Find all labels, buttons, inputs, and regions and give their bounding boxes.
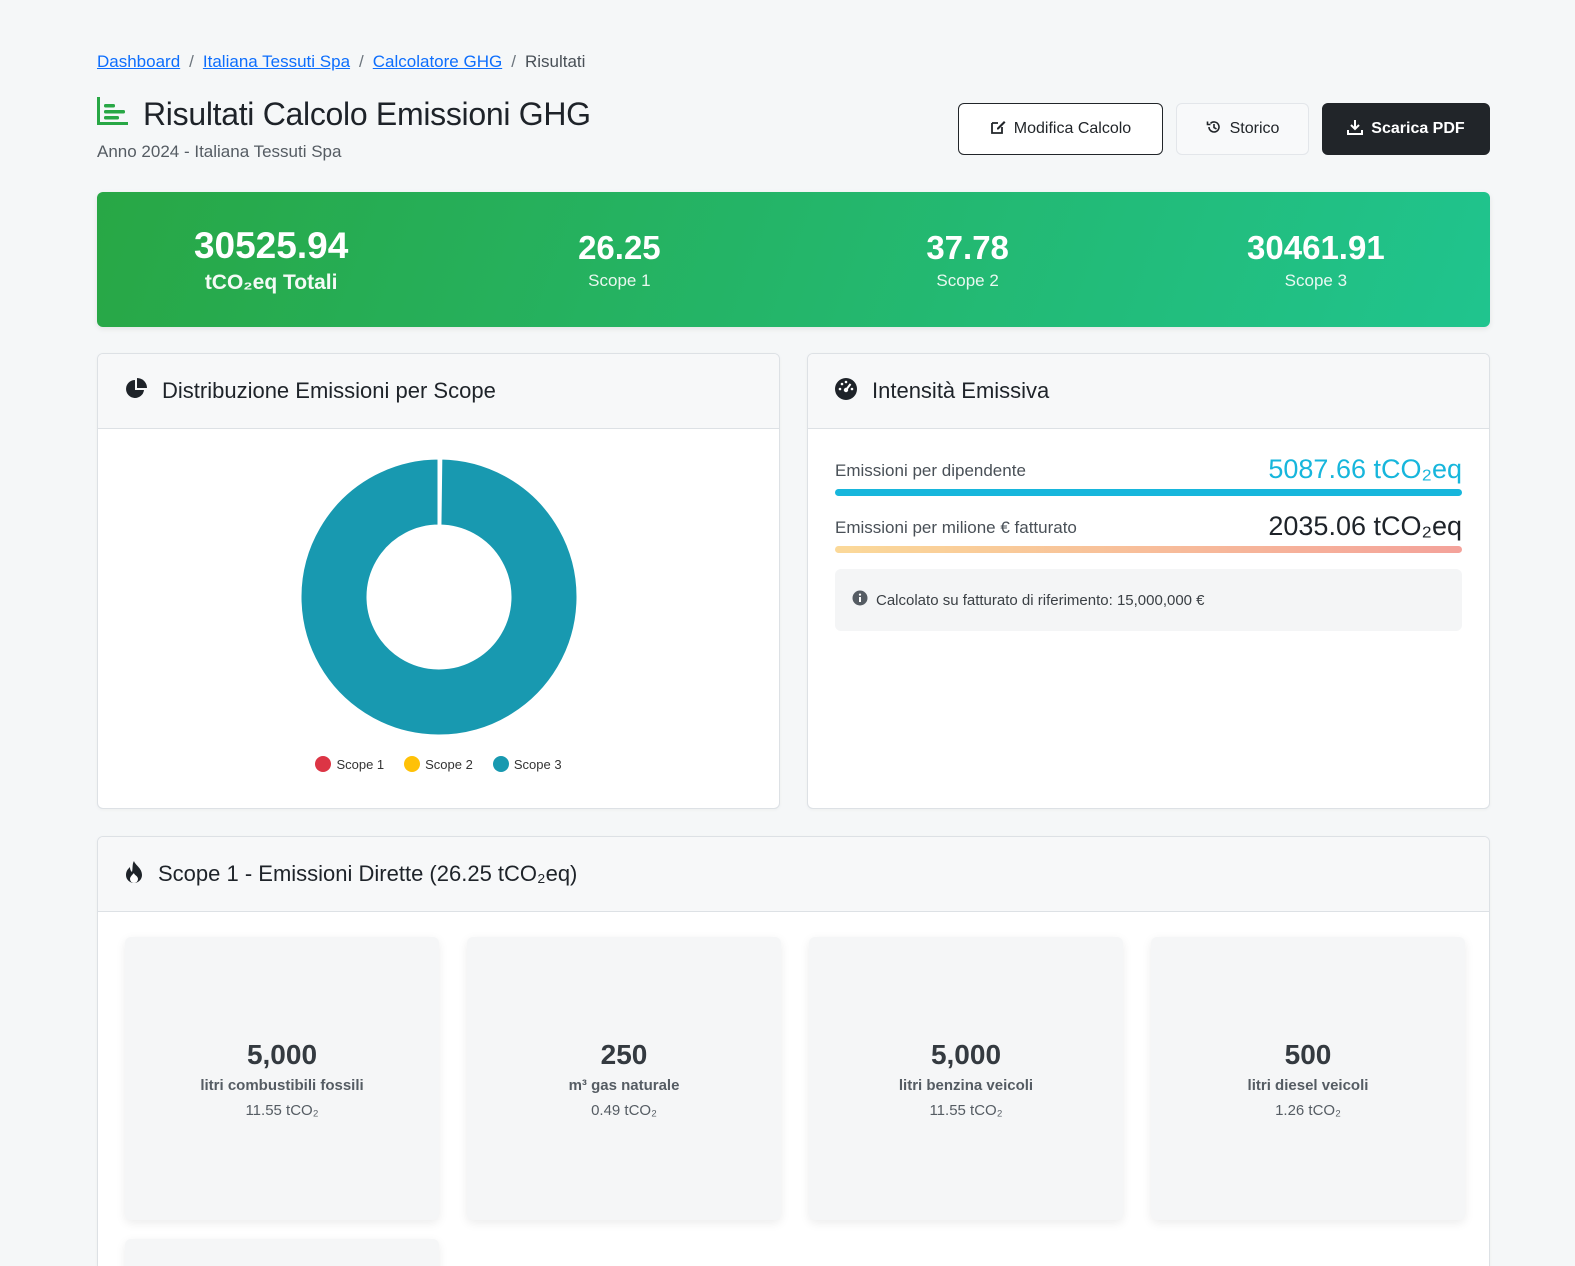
scope3-stat: 30461.91 Scope 3: [1142, 192, 1490, 327]
scope2-label: Scope 2: [936, 270, 999, 290]
scope1-item-quantity: 5,000: [246, 1038, 318, 1070]
breadcrumb-current: Risultati: [524, 52, 586, 71]
scope1-item: 250 m³ gas naturale 0.49 tCO₂: [467, 937, 781, 1220]
total-emissions-value: 30525.94: [193, 224, 349, 266]
scope1-item: 500 litri diesel veicoli 1.26 tCO₂: [1151, 937, 1465, 1220]
per-revenue-bar: [835, 546, 1462, 553]
info-icon: [852, 590, 868, 610]
breadcrumb-link-company[interactable]: Italiana Tessuti Spa: [202, 52, 351, 71]
legend-label: Scope 2: [425, 756, 473, 772]
pie-chart-icon: [124, 377, 148, 406]
scope1-label: Scope 1: [588, 270, 651, 290]
action-toolbar: Modifica Calcolo Storico Scarica PDF: [958, 103, 1490, 155]
download-pdf-button[interactable]: Scarica PDF: [1322, 103, 1490, 155]
breadcrumb-separator: /: [511, 52, 516, 71]
legend-label: Scope 1: [336, 756, 385, 772]
scope1-items-grid: 5,000 litri combustibili fossili 11.55 t…: [125, 937, 1465, 1220]
scope2-value: 37.78: [926, 228, 1009, 266]
scope1-item-unit: litri diesel veicoli: [1247, 1076, 1369, 1094]
legend-label: Scope 3: [513, 756, 562, 772]
distribution-card-header: Distribuzione Emissioni per Scope: [98, 354, 779, 429]
intensity-card-title: Intensità Emissiva: [872, 378, 1050, 403]
download-icon: [1347, 119, 1364, 140]
edit-icon: [990, 119, 1006, 140]
history-button[interactable]: Storico: [1176, 103, 1309, 155]
breadcrumb-separator: /: [189, 52, 194, 71]
scope1-item-emissions: 1.26 tCO₂: [1275, 1101, 1341, 1119]
edit-calculation-label: Modifica Calcolo: [1013, 120, 1132, 137]
revenue-info-box: Calcolato su fatturato di riferimento: 1…: [835, 569, 1462, 631]
donut-chart: [298, 456, 580, 738]
scope1-item-emissions: 11.55 tCO₂: [929, 1101, 1003, 1119]
scope3-label: Scope 3: [1284, 270, 1348, 290]
intensity-per-revenue: Emissioni per milione € fatturato 2035.0…: [835, 511, 1462, 553]
intensity-card: Intensità Emissiva Emissioni per dipende…: [807, 353, 1490, 809]
chart-legend: Scope 1 Scope 2 Scope 3: [98, 756, 779, 772]
per-revenue-label: Emissioni per milione € fatturato: [835, 518, 1077, 537]
intensity-card-header: Intensità Emissiva: [808, 354, 1489, 429]
scope1-item-emissions: 11.55 tCO₂: [245, 1101, 319, 1119]
download-pdf-label: Scarica PDF: [1371, 120, 1465, 137]
legend-swatch: [315, 756, 332, 772]
scope1-item-unit: litri combustibili fossili: [200, 1076, 364, 1094]
scope1-item: 5,000 litri benzina veicoli 11.55 tCO₂: [809, 937, 1123, 1220]
scope1-details-card: Scope 1 - Emissioni Dirette (26.25 tCO₂e…: [97, 836, 1490, 1266]
page-subtitle: Anno 2024 - Italiana Tessuti Spa: [97, 142, 342, 161]
per-employee-value: 5087.66 tCO₂eq: [1268, 454, 1462, 484]
legend-item-scope-3[interactable]: Scope 3: [492, 756, 562, 772]
breadcrumb-separator: /: [359, 52, 364, 71]
scope1-item-unit: m³ gas naturale: [568, 1076, 680, 1094]
donut-slice-scope-3[interactable]: [298, 456, 580, 738]
scope1-item-quantity: 250: [600, 1038, 648, 1070]
intensity-per-employee: Emissioni per dipendente 5087.66 tCO₂eq: [835, 454, 1462, 496]
flame-icon: [124, 860, 144, 889]
breadcrumb-link-calculator[interactable]: Calcolatore GHG: [372, 52, 503, 71]
scope1-item: 5,000 litri combustibili fossili 11.55 t…: [125, 937, 439, 1220]
breadcrumb-link-dashboard[interactable]: Dashboard: [97, 52, 181, 71]
scope2-stat: 37.78 Scope 2: [794, 192, 1142, 327]
history-label: Storico: [1229, 120, 1280, 137]
breadcrumb: Dashboard / Italiana Tessuti Spa / Calco…: [97, 52, 585, 72]
legend-swatch: [492, 756, 509, 772]
scope1-item-partial: [125, 1239, 439, 1266]
scope1-item-quantity: 500: [1284, 1038, 1332, 1070]
page-header: Risultati Calcolo Emissioni GHG: [97, 96, 591, 133]
history-icon: [1206, 119, 1222, 140]
scope1-item-unit: litri benzina veicoli: [898, 1076, 1034, 1094]
total-emissions-label: tCO₂eq Totali: [204, 270, 338, 294]
scope1-stat: 26.25 Scope 1: [445, 192, 793, 327]
scope1-card-title: Scope 1 - Emissioni Dirette (26.25 tCO₂e…: [158, 861, 578, 886]
total-emissions-stat: 30525.94 tCO₂eq Totali: [97, 192, 445, 327]
edit-calculation-button[interactable]: Modifica Calcolo: [958, 103, 1163, 155]
scope3-value: 30461.91: [1247, 228, 1385, 266]
page-title: Risultati Calcolo Emissioni GHG: [143, 96, 591, 132]
distribution-card: Distribuzione Emissioni per Scope Scope …: [97, 353, 780, 809]
scope1-value: 26.25: [578, 228, 661, 266]
scope1-item-emissions: 0.49 tCO₂: [591, 1101, 657, 1119]
scope1-item-quantity: 5,000: [930, 1038, 1002, 1070]
chart-bar-icon: [97, 97, 129, 132]
legend-item-scope-2[interactable]: Scope 2: [404, 756, 473, 772]
donut-chart-area: [98, 430, 779, 808]
scope1-card-header: Scope 1 - Emissioni Dirette (26.25 tCO₂e…: [98, 837, 1489, 912]
per-employee-label: Emissioni per dipendente: [835, 461, 1026, 480]
per-employee-bar: [835, 489, 1462, 496]
distribution-card-title: Distribuzione Emissioni per Scope: [162, 378, 496, 403]
legend-swatch: [404, 756, 421, 772]
revenue-info-text: Calcolato su fatturato di riferimento: 1…: [876, 591, 1205, 609]
legend-item-scope-1[interactable]: Scope 1: [315, 756, 384, 772]
emissions-summary-banner: 30525.94 tCO₂eq Totali 26.25 Scope 1 37.…: [97, 192, 1490, 327]
gauge-icon: [834, 377, 858, 406]
per-revenue-value: 2035.06 tCO₂eq: [1268, 511, 1462, 541]
